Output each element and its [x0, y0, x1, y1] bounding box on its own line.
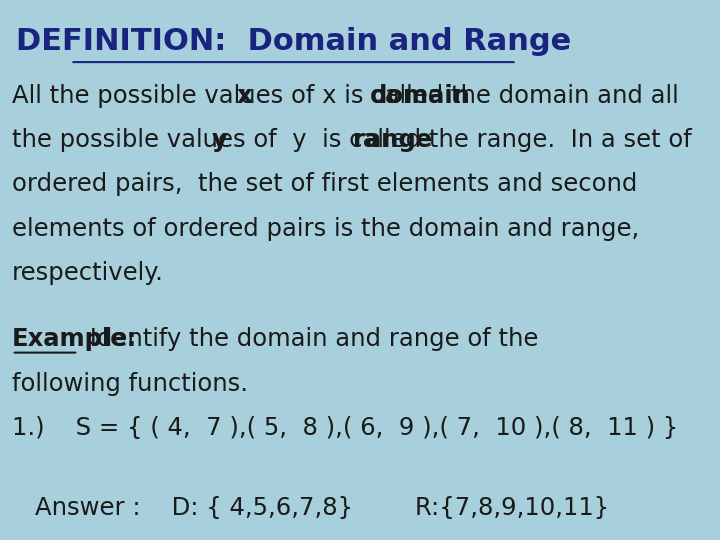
Text: ordered pairs,  the set of first elements and second: ordered pairs, the set of first elements…	[12, 172, 637, 196]
Text: DEFINITION:  Domain and Range: DEFINITION: Domain and Range	[16, 27, 571, 56]
Text: Identify the domain and range of the: Identify the domain and range of the	[82, 327, 539, 351]
Text: following functions.: following functions.	[12, 372, 248, 395]
Text: respectively.: respectively.	[12, 261, 163, 285]
Text: x: x	[236, 84, 252, 107]
Text: 1.)    S = { ( 4,  7 ),( 5,  8 ),( 6,  9 ),( 7,  10 ),( 8,  11 ) }: 1.) S = { ( 4, 7 ),( 5, 8 ),( 6, 9 ),( 7…	[12, 416, 678, 440]
Text: Example:: Example:	[12, 327, 137, 351]
Text: All the possible values of x is called the domain and all: All the possible values of x is called t…	[12, 84, 678, 107]
Text: range: range	[353, 128, 432, 152]
Text: elements of ordered pairs is the domain and range,: elements of ordered pairs is the domain …	[12, 217, 639, 240]
Text: the possible values of  y  is called the range.  In a set of: the possible values of y is called the r…	[12, 128, 691, 152]
Text: Answer :    D: { 4,5,6,7,8}        R:{7,8,9,10,11}: Answer : D: { 4,5,6,7,8} R:{7,8,9,10,11}	[35, 496, 609, 519]
Text: domain: domain	[369, 84, 470, 107]
Text: y: y	[212, 128, 227, 152]
